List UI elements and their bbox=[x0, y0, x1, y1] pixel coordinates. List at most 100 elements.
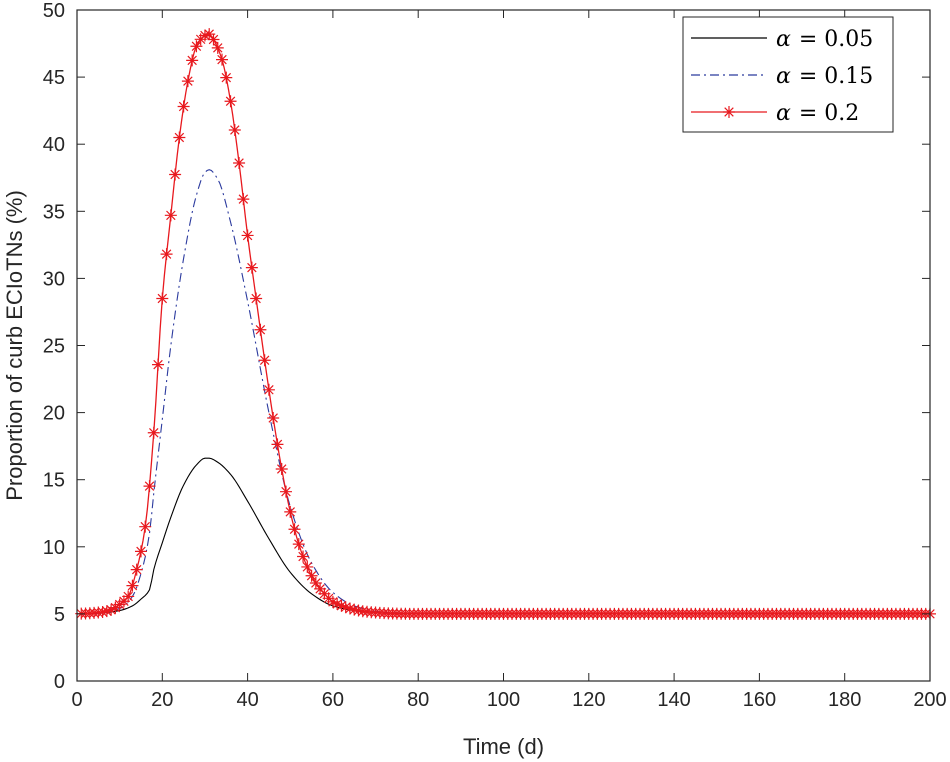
asterisk-marker bbox=[211, 41, 224, 54]
x-tick-label: 160 bbox=[743, 689, 776, 711]
x-tick-label: 40 bbox=[236, 689, 258, 711]
asterisk-marker bbox=[301, 560, 314, 573]
legend-entry-3: α = 0.2 bbox=[691, 101, 859, 126]
asterisk-marker bbox=[271, 438, 284, 451]
asterisk-marker bbox=[152, 358, 165, 371]
plot-area bbox=[75, 28, 936, 620]
x-tick-label: 140 bbox=[657, 689, 690, 711]
asterisk-marker bbox=[134, 545, 147, 558]
y-axis-title: Proportion of curb ECIoTNs (%) bbox=[2, 190, 27, 501]
asterisk-marker bbox=[241, 229, 254, 242]
x-tick-label: 20 bbox=[151, 689, 173, 711]
legend-symbol: α bbox=[776, 101, 791, 126]
asterisk-marker bbox=[147, 426, 160, 439]
asterisk-marker bbox=[352, 604, 365, 617]
asterisk-marker bbox=[326, 595, 339, 608]
asterisk-marker bbox=[169, 168, 182, 181]
asterisk-marker bbox=[275, 462, 288, 475]
asterisk-marker bbox=[309, 577, 322, 590]
asterisk-marker bbox=[331, 598, 344, 611]
legend-value: = 0.15 bbox=[799, 64, 873, 89]
asterisk-marker bbox=[100, 605, 113, 618]
x-tick-label: 180 bbox=[828, 689, 861, 711]
asterisk-marker bbox=[288, 523, 301, 536]
legend-symbol: α bbox=[776, 64, 791, 89]
asterisk-marker bbox=[258, 354, 271, 367]
asterisk-marker bbox=[156, 292, 169, 305]
asterisk-marker bbox=[122, 590, 135, 603]
axes: 0 20 40 60 80 100 120 140 160 180 200 0 5 10 15 20 25 30 3… bbox=[43, 0, 947, 711]
y-tick-label: 10 bbox=[43, 537, 65, 559]
legend-label: α = 0.2 bbox=[776, 101, 859, 126]
asterisk-marker bbox=[318, 587, 331, 600]
asterisk-marker bbox=[314, 582, 327, 595]
asterisk-marker bbox=[220, 71, 233, 84]
y-tick-label: 0 bbox=[54, 671, 65, 693]
legend-asterisk-marker bbox=[723, 106, 735, 118]
y-tick-label: 30 bbox=[43, 268, 65, 290]
asterisk-marker bbox=[117, 595, 130, 608]
asterisk-marker bbox=[254, 323, 267, 336]
legend-value: = 0.05 bbox=[799, 27, 873, 52]
asterisk-marker bbox=[190, 40, 203, 53]
y-tick-label: 50 bbox=[43, 0, 65, 22]
asterisk-marker bbox=[109, 601, 122, 614]
legend-label: α = 0.05 bbox=[776, 27, 873, 52]
asterisk-marker bbox=[164, 209, 177, 222]
legend-entry-2: α = 0.15 bbox=[691, 64, 873, 89]
asterisk-marker bbox=[203, 28, 216, 41]
asterisk-marker bbox=[173, 131, 186, 144]
asterisk-marker bbox=[186, 54, 199, 67]
asterisk-marker bbox=[143, 480, 156, 493]
asterisk-marker bbox=[177, 100, 190, 113]
legend-entry-1: α = 0.05 bbox=[691, 27, 873, 52]
asterisk-marker bbox=[228, 124, 241, 137]
y-tick-label: 20 bbox=[43, 403, 65, 425]
asterisk-marker bbox=[139, 520, 152, 533]
asterisk-marker bbox=[250, 292, 263, 305]
asterisk-marker bbox=[105, 603, 118, 616]
asterisk-marker bbox=[245, 261, 258, 274]
asterisk-marker bbox=[126, 579, 139, 592]
asterisk-marker bbox=[160, 248, 173, 261]
asterisk-marker bbox=[113, 598, 126, 611]
asterisk-marker bbox=[198, 29, 211, 42]
x-tick-label: 120 bbox=[572, 689, 605, 711]
asterisk-marker bbox=[216, 53, 229, 66]
asterisk-marker bbox=[233, 156, 246, 169]
y-tick-label: 15 bbox=[43, 470, 65, 492]
asterisk-marker bbox=[237, 193, 250, 206]
asterisk-marker bbox=[339, 601, 352, 614]
asterisk-marker bbox=[96, 605, 109, 618]
legend: α = 0.05 α = 0.15 α = 0.2 bbox=[682, 16, 894, 133]
y-tick-label: 5 bbox=[54, 604, 65, 626]
asterisk-marker bbox=[262, 383, 275, 396]
asterisk-marker bbox=[224, 95, 237, 108]
x-tick-label: 200 bbox=[913, 689, 946, 711]
asterisk-marker bbox=[279, 485, 292, 498]
series-line-2 bbox=[76, 169, 930, 615]
legend-label: α = 0.15 bbox=[776, 64, 873, 89]
asterisk-marker bbox=[267, 411, 280, 424]
x-tick-label: 80 bbox=[407, 689, 429, 711]
asterisk-marker bbox=[343, 602, 356, 615]
x-tick-label: 0 bbox=[71, 689, 82, 711]
series-markers-3 bbox=[75, 28, 936, 620]
legend-value: = 0.2 bbox=[799, 101, 859, 126]
asterisk-marker bbox=[284, 505, 297, 518]
y-tick-label: 35 bbox=[43, 201, 65, 223]
legend-symbol: α bbox=[776, 27, 791, 52]
asterisk-marker bbox=[130, 563, 143, 576]
asterisk-marker bbox=[335, 599, 348, 612]
x-axis-title: Time (d) bbox=[463, 734, 544, 759]
asterisk-marker bbox=[181, 75, 194, 88]
asterisk-marker bbox=[305, 569, 318, 582]
y-tick-label: 40 bbox=[43, 134, 65, 156]
x-tick-label: 60 bbox=[322, 689, 344, 711]
y-tick-label: 25 bbox=[43, 336, 65, 358]
y-tick-label: 45 bbox=[43, 67, 65, 89]
asterisk-marker bbox=[297, 550, 310, 563]
asterisk-marker bbox=[292, 538, 305, 551]
x-tick-label: 100 bbox=[487, 689, 520, 711]
